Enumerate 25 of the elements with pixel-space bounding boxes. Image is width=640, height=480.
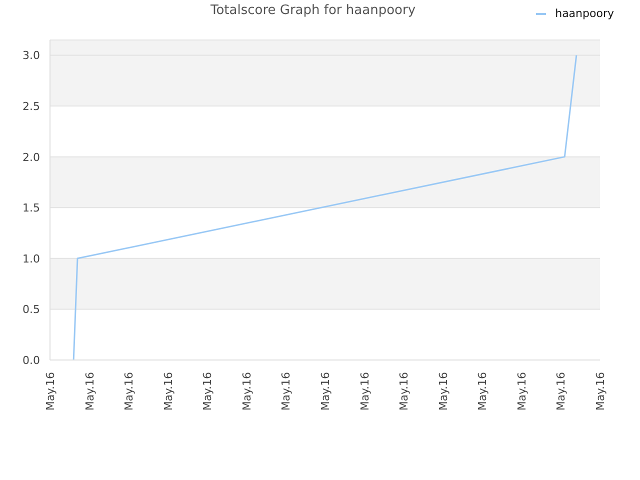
x-tick-label: May.16 [358,372,371,411]
line-series [72,54,578,360]
x-tick-label: May.16 [240,372,253,411]
x-tick-label: May.16 [82,372,96,411]
x-tick-label: May.16 [397,372,410,411]
y-tick-label: 0.0 [22,354,40,366]
y-tick-label: 0.5 [22,302,40,316]
y-tick-label: 2.5 [22,100,40,113]
x-tick-label: May.16 [554,372,568,411]
x-tick-label: May.16 [514,372,528,411]
x-tick-label: May.16 [436,372,450,411]
x-tick-label: May.16 [279,372,292,411]
x-tick-label: May.16 [318,372,332,411]
x-tick-label: May.16 [161,372,174,411]
y-tick-label: 3.0 [22,48,40,62]
x-tick-label: May.16 [122,372,136,411]
x-tick-label: May.16 [200,372,214,411]
x-tick-label: May.16 [44,372,56,411]
x-tick-label: May.16 [594,372,606,411]
y-tick-label: 1.0 [22,252,40,265]
chart-title: Totalscore Graph for haanpoory [210,3,416,18]
legend-label: haanpoory [555,7,614,20]
y-tick-label: 1.5 [22,201,40,214]
x-tick-label: May.16 [476,372,489,411]
y-tick-label: 2.0 [22,150,40,164]
